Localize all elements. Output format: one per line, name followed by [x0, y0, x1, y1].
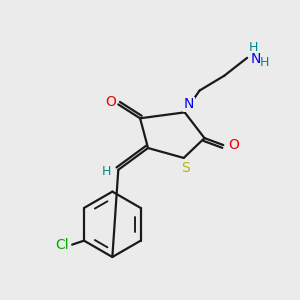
- Text: Cl: Cl: [56, 238, 69, 252]
- Text: N: N: [184, 98, 194, 111]
- Text: H: H: [248, 41, 258, 55]
- Text: O: O: [228, 138, 239, 152]
- Text: O: O: [105, 95, 116, 110]
- Text: N: N: [251, 52, 261, 66]
- Text: S: S: [181, 161, 190, 175]
- Text: H: H: [260, 56, 270, 69]
- Text: H: H: [102, 165, 111, 178]
